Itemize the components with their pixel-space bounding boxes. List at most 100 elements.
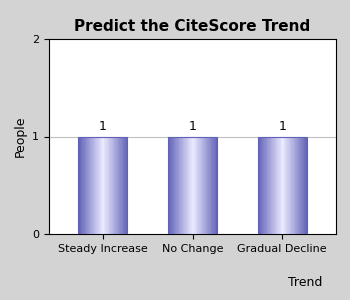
Bar bbox=[206, 136, 207, 234]
Bar bbox=[263, 136, 264, 234]
Bar bbox=[297, 136, 298, 234]
Bar bbox=[303, 136, 304, 234]
Bar bbox=[203, 136, 204, 234]
Bar bbox=[291, 136, 292, 234]
Bar bbox=[216, 136, 217, 234]
Bar bbox=[102, 136, 103, 234]
Bar bbox=[78, 136, 127, 234]
Bar bbox=[99, 136, 100, 234]
Bar bbox=[176, 136, 177, 234]
Bar bbox=[208, 136, 209, 234]
Bar bbox=[186, 136, 187, 234]
Bar bbox=[215, 136, 216, 234]
Bar bbox=[168, 136, 169, 234]
Bar bbox=[295, 136, 296, 234]
Bar bbox=[180, 136, 181, 234]
Bar bbox=[188, 136, 189, 234]
Bar bbox=[112, 136, 113, 234]
Bar bbox=[171, 136, 172, 234]
Bar bbox=[117, 136, 118, 234]
Bar bbox=[209, 136, 210, 234]
Bar bbox=[200, 136, 201, 234]
Y-axis label: People: People bbox=[14, 116, 27, 157]
Bar bbox=[280, 136, 281, 234]
Bar bbox=[301, 136, 302, 234]
Bar bbox=[115, 136, 116, 234]
Bar bbox=[287, 136, 288, 234]
Bar bbox=[274, 136, 275, 234]
Bar bbox=[281, 136, 282, 234]
Bar bbox=[90, 136, 91, 234]
Bar bbox=[177, 136, 178, 234]
Text: 1: 1 bbox=[189, 120, 196, 133]
Bar bbox=[260, 136, 261, 234]
Bar bbox=[121, 136, 122, 234]
Bar bbox=[89, 136, 90, 234]
Bar bbox=[290, 136, 291, 234]
Bar bbox=[82, 136, 83, 234]
Bar bbox=[212, 136, 213, 234]
Bar bbox=[187, 136, 188, 234]
Bar bbox=[190, 136, 191, 234]
Bar bbox=[88, 136, 89, 234]
Bar bbox=[196, 136, 197, 234]
Bar bbox=[300, 136, 301, 234]
Bar bbox=[94, 136, 95, 234]
Bar bbox=[259, 136, 260, 234]
Bar bbox=[120, 136, 121, 234]
Bar bbox=[125, 136, 126, 234]
Bar bbox=[285, 136, 286, 234]
Bar bbox=[92, 136, 93, 234]
Bar bbox=[293, 136, 294, 234]
Bar bbox=[264, 136, 265, 234]
Bar bbox=[262, 136, 263, 234]
Bar bbox=[261, 136, 262, 234]
Bar bbox=[175, 136, 176, 234]
Bar bbox=[204, 136, 205, 234]
Bar bbox=[170, 136, 171, 234]
Bar bbox=[101, 136, 102, 234]
Bar bbox=[266, 136, 267, 234]
Bar bbox=[273, 136, 274, 234]
Text: 1: 1 bbox=[99, 120, 107, 133]
Bar bbox=[173, 136, 174, 234]
Bar bbox=[116, 136, 117, 234]
Bar bbox=[124, 136, 125, 234]
Bar bbox=[183, 136, 184, 234]
Bar bbox=[91, 136, 92, 234]
Bar bbox=[123, 136, 124, 234]
Bar bbox=[306, 136, 307, 234]
Bar bbox=[107, 136, 108, 234]
Bar bbox=[269, 136, 270, 234]
Bar bbox=[276, 136, 277, 234]
Bar bbox=[179, 136, 180, 234]
Bar bbox=[191, 136, 192, 234]
Bar bbox=[268, 136, 269, 234]
Bar bbox=[198, 136, 199, 234]
Bar bbox=[185, 136, 186, 234]
Bar bbox=[199, 136, 200, 234]
Bar bbox=[126, 136, 127, 234]
Bar bbox=[265, 136, 266, 234]
Bar bbox=[184, 136, 185, 234]
Bar bbox=[305, 136, 306, 234]
Bar bbox=[194, 136, 195, 234]
Bar bbox=[97, 136, 98, 234]
Bar bbox=[278, 136, 279, 234]
Bar bbox=[105, 136, 106, 234]
Bar bbox=[201, 136, 202, 234]
Bar bbox=[282, 136, 283, 234]
Bar bbox=[80, 136, 82, 234]
Bar bbox=[213, 136, 214, 234]
Bar bbox=[172, 136, 173, 234]
Bar bbox=[211, 136, 212, 234]
Bar bbox=[96, 136, 97, 234]
Bar bbox=[271, 136, 272, 234]
Bar bbox=[279, 136, 280, 234]
Bar bbox=[83, 136, 84, 234]
Bar bbox=[85, 136, 86, 234]
Bar bbox=[207, 136, 208, 234]
Title: Predict the CiteScore Trend: Predict the CiteScore Trend bbox=[74, 19, 311, 34]
Bar bbox=[288, 136, 289, 234]
Bar bbox=[181, 136, 182, 234]
